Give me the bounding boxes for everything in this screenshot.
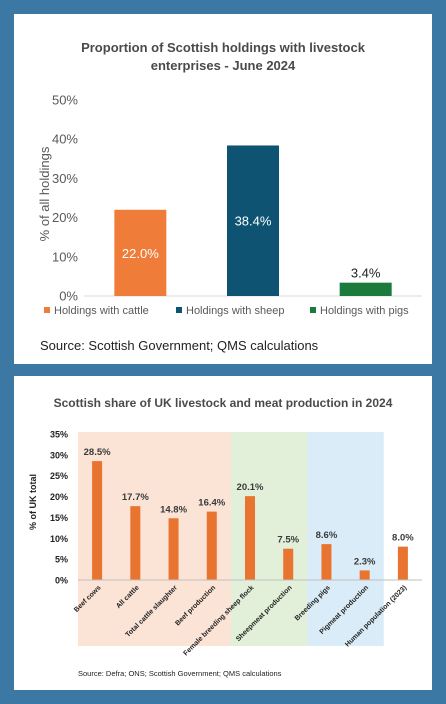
chart2-bar [359, 570, 370, 580]
chart1-ytick-label: 10% [52, 249, 78, 264]
chart1-ytick-label: 40% [52, 132, 78, 147]
chart2-ytick-label: 25% [50, 471, 68, 481]
chart2-value-label: 8.6% [316, 530, 338, 541]
chart2-bar [397, 546, 408, 580]
uk-share-chart: Scottish share of UK livestock and meat … [28, 396, 422, 678]
chart1-ytick-label: 0% [59, 289, 78, 304]
chart2-bar [206, 511, 217, 580]
chart1-value-label: 3.4% [351, 266, 381, 281]
chart2-value-label: 2.3% [354, 556, 376, 567]
chart2-value-label: 8.0% [392, 533, 414, 544]
chart2-bar [168, 518, 179, 580]
chart1-ytick-label: 50% [52, 93, 78, 108]
chart2-bar [245, 496, 255, 580]
chart2-ytick-label: 15% [50, 513, 68, 523]
chart2-value-label: 28.5% [84, 447, 111, 458]
chart2-ytick-label: 35% [50, 430, 68, 440]
chart-panel-holdings: Proportion of Scottish holdings with liv… [14, 14, 432, 364]
chart2-bar [283, 548, 294, 580]
chart1-bar [227, 145, 279, 296]
chart1-legend-swatch [310, 307, 316, 313]
chart2-source: Source: Defra; ONS; Scottish Government;… [78, 669, 282, 678]
chart1-value-label: 38.4% [235, 214, 272, 229]
chart1-title-line1: Proportion of Scottish holdings with liv… [81, 40, 366, 55]
chart2-group-background [230, 432, 308, 646]
chart1-legend-label: Holdings with cattle [54, 305, 149, 317]
chart1-title-line2: enterprises - June 2024 [151, 58, 296, 73]
chart2-ylabel: % of UK total [28, 474, 38, 530]
chart2-ytick-label: 30% [50, 450, 68, 460]
chart2-ytick-label: 0% [55, 576, 68, 586]
chart2-title: Scottish share of UK livestock and meat … [54, 396, 393, 410]
chart2-bar [92, 461, 103, 580]
chart1-ytick-label: 30% [52, 171, 78, 186]
chart1-source: Source: Scottish Government; QMS calcula… [40, 338, 319, 353]
chart2-value-label: 16.4% [198, 498, 225, 509]
chart2-ytick-label: 5% [55, 555, 68, 565]
chart2-bar [321, 544, 332, 580]
chart2-group-background [307, 432, 384, 646]
holdings-chart: Proportion of Scottish holdings with liv… [37, 40, 422, 353]
chart1-bar [339, 282, 392, 296]
chart1-bar [114, 209, 167, 296]
chart2-value-label: 17.7% [122, 492, 149, 503]
chart2-ytick-label: 10% [50, 534, 68, 544]
chart2-ytick-label: 20% [50, 492, 68, 502]
chart2-value-label: 7.5% [277, 535, 299, 546]
chart2-value-label: 20.1% [237, 482, 264, 493]
chart1-legend-label: Holdings with sheep [186, 305, 284, 317]
chart2-value-label: 14.8% [160, 504, 187, 515]
chart1-legend-swatch [176, 307, 182, 313]
chart2-group-background [78, 432, 231, 646]
chart-panel-uk-share: Scottish share of UK livestock and meat … [14, 376, 432, 690]
chart1-ytick-label: 20% [52, 210, 78, 225]
chart1-legend-swatch [44, 307, 50, 313]
chart1-ylabel: % of all holdings [37, 146, 52, 241]
chart1-legend-label: Holdings with pigs [320, 305, 409, 317]
chart1-value-label: 22.0% [122, 246, 159, 261]
chart2-bar [130, 506, 141, 580]
